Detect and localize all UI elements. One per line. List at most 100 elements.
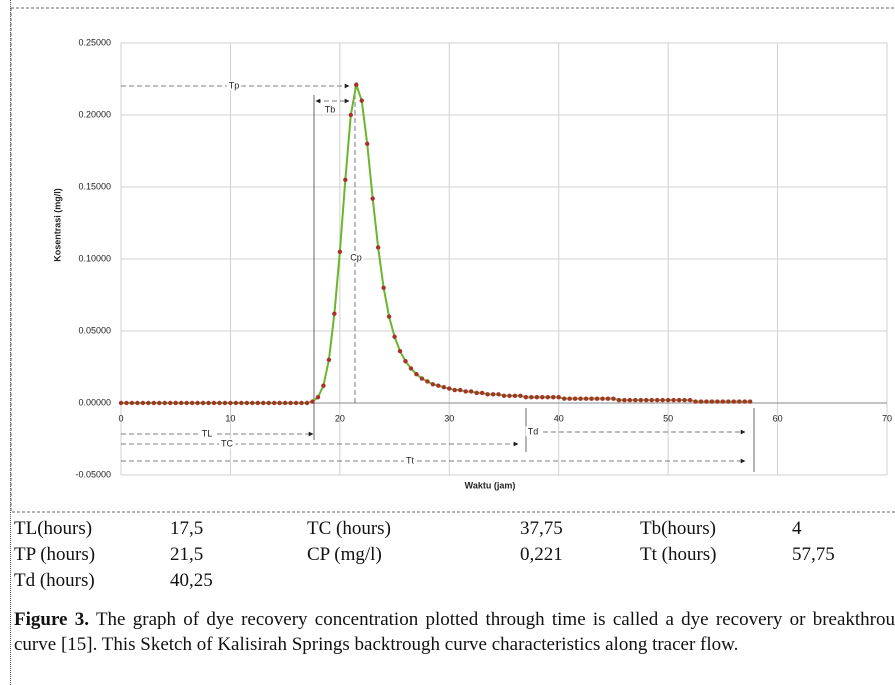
data-point <box>561 396 567 401</box>
data-point <box>676 397 682 403</box>
data-point <box>720 399 726 404</box>
data-point <box>496 392 501 397</box>
data-point <box>310 399 315 404</box>
data-point <box>370 196 375 201</box>
data-point <box>140 400 146 406</box>
table-cell: 21,5 <box>170 544 204 565</box>
y-tick-label: 0.25000 <box>78 37 111 47</box>
data-point <box>272 400 277 406</box>
data-point <box>534 395 540 400</box>
table-cell: 0,221 <box>520 544 563 565</box>
annotation-bg <box>404 455 417 466</box>
annotation-bg <box>226 80 242 91</box>
x-tick-label: 60 <box>773 413 783 423</box>
data-point <box>748 399 753 404</box>
data-point <box>255 400 260 406</box>
data-point <box>184 400 189 406</box>
data-point <box>178 400 184 406</box>
annotation-bg <box>348 252 364 263</box>
data-point <box>485 392 490 397</box>
data-point <box>250 400 255 406</box>
caption-label: Figure 3. <box>14 609 89 630</box>
annotation: Tb <box>325 104 336 114</box>
data-point <box>556 395 561 400</box>
data-point <box>381 285 386 290</box>
data-point <box>266 400 271 406</box>
table-cell: 37,75 <box>520 518 563 539</box>
data-point <box>403 359 408 364</box>
annotation-bg <box>219 438 236 449</box>
data-point <box>665 397 671 403</box>
data-point <box>468 389 474 394</box>
data-point <box>261 400 266 406</box>
data-point <box>436 383 441 388</box>
data-point <box>124 400 129 406</box>
y-tick-label: 0.00000 <box>78 397 111 407</box>
data-point <box>649 397 654 403</box>
data-point <box>239 400 244 406</box>
data-point <box>447 386 452 391</box>
data-point <box>638 397 643 403</box>
data-point <box>200 400 206 406</box>
annotation: Tp <box>229 80 240 90</box>
data-point <box>321 383 326 388</box>
caption-text: The graph of dye recovery concentration … <box>14 609 895 655</box>
table-cell: CP (mg/l) <box>307 544 382 565</box>
x-tick-label: 20 <box>335 413 345 423</box>
table-cell: Tb(hours) <box>640 518 716 539</box>
data-point <box>709 399 715 404</box>
data-point <box>217 400 222 406</box>
y-tick-label: -0.05000 <box>75 469 111 479</box>
data-point <box>540 395 545 400</box>
data-point <box>168 400 173 406</box>
data-point <box>627 397 633 403</box>
annotation: TL <box>202 428 213 438</box>
series-line <box>121 80 751 404</box>
data-point <box>490 392 496 397</box>
data-point <box>151 400 157 406</box>
x-tick-label: 70 <box>882 413 892 423</box>
data-point <box>386 314 392 319</box>
y-axis-title: Kosentrasi (mg/l) <box>52 188 62 262</box>
data-point <box>195 400 200 406</box>
table-cell: TC (hours) <box>307 518 391 539</box>
annotation: Tt <box>406 455 414 465</box>
data-point <box>633 397 638 403</box>
data-point <box>206 400 211 406</box>
data-point <box>452 387 457 393</box>
annotation-bg <box>199 428 215 439</box>
table-cell: TP (hours) <box>14 544 96 565</box>
data-point <box>135 400 140 406</box>
data-point <box>392 334 397 339</box>
annotation: TC <box>221 438 233 448</box>
data-point <box>578 396 583 401</box>
x-tick-label: 40 <box>554 413 564 423</box>
data-point <box>414 372 419 377</box>
data-point <box>375 245 381 250</box>
data-point <box>567 396 572 401</box>
x-tick-label: 30 <box>444 413 454 423</box>
data-point <box>348 112 353 118</box>
table-cell: 4 <box>792 518 802 539</box>
data-point <box>419 376 425 381</box>
data-point <box>189 400 195 406</box>
data-point <box>211 400 217 406</box>
data-point <box>715 399 720 404</box>
table-cell: TL(hours) <box>14 518 93 539</box>
data-point <box>222 400 228 406</box>
data-point <box>233 400 239 406</box>
x-tick-label: 0 <box>118 413 123 423</box>
chart-border <box>10 7 895 513</box>
data-point <box>671 397 676 403</box>
data-point <box>682 397 687 403</box>
data-point <box>474 390 479 396</box>
data-point <box>146 400 151 406</box>
y-tick-label: 0.10000 <box>78 253 111 263</box>
data-point <box>304 400 310 406</box>
data-point <box>354 82 359 87</box>
data-point <box>315 395 321 400</box>
data-point <box>644 397 649 403</box>
y-tick-label: 0.05000 <box>78 325 111 335</box>
table-cell: 40,25 <box>170 570 213 591</box>
data-point <box>731 399 736 404</box>
